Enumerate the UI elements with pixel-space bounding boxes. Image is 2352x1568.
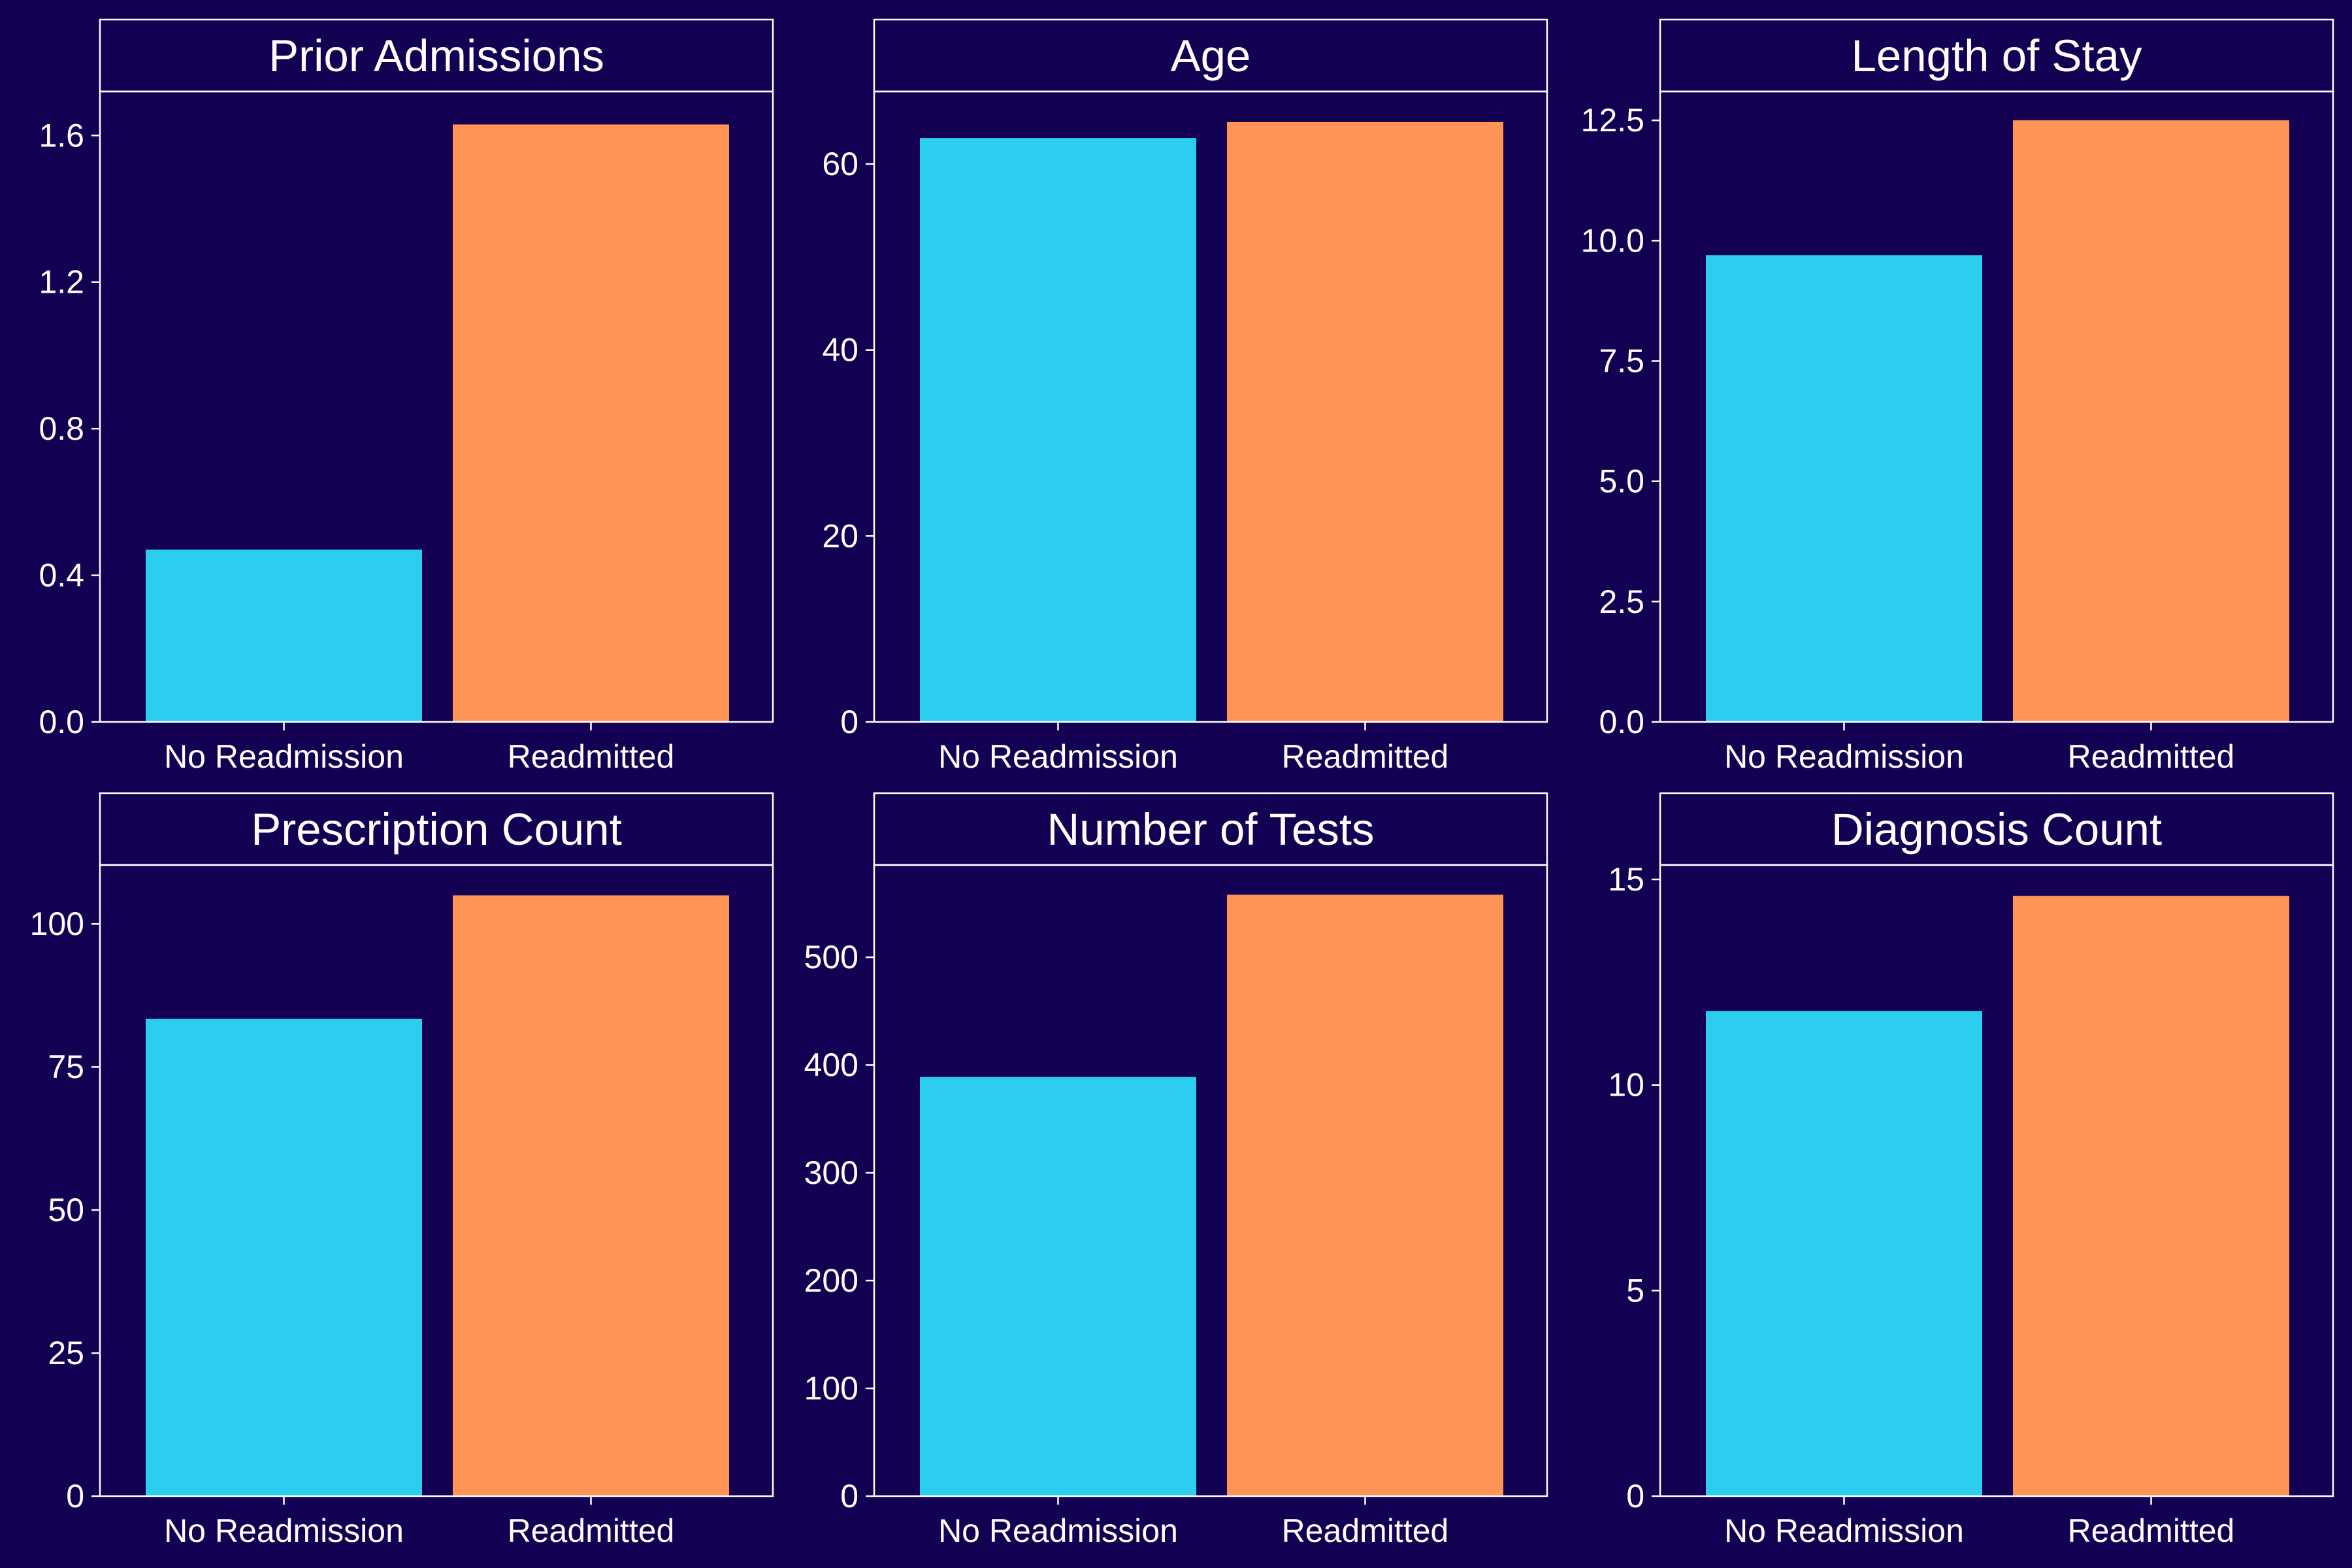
y-tick-label: 60 xyxy=(822,146,858,182)
x-tick-label: Readmitted xyxy=(1282,738,1449,775)
x-tick-label: Readmitted xyxy=(508,738,675,775)
bar-no-readmission xyxy=(146,549,422,722)
y-tick-label: 10.0 xyxy=(1581,222,1644,259)
x-tick-label: No Readmission xyxy=(164,738,404,775)
y-tick-label: 15 xyxy=(1608,861,1644,898)
panel-title-strip xyxy=(99,792,774,866)
bar-no-readmission xyxy=(1706,255,1982,722)
y-tick-label: 1.6 xyxy=(39,117,84,154)
bar-no-readmission xyxy=(920,138,1196,723)
y-tick-label: 400 xyxy=(804,1047,858,1083)
panel-title: Diagnosis Count xyxy=(1831,804,2162,855)
chart-panel: Prior Admissions No Readmission Readmitted… xyxy=(39,18,774,775)
plot-frame xyxy=(99,90,774,723)
y-tick-label: 0 xyxy=(840,704,858,740)
x-tick-label: Readmitted xyxy=(2068,1512,2235,1549)
x-tick-label: Readmitted xyxy=(508,1512,675,1549)
y-tick-label: 0.4 xyxy=(39,557,84,594)
y-tick-label: 100 xyxy=(30,906,84,942)
panel-title-strip xyxy=(873,18,1548,93)
y-tick-label: 0.0 xyxy=(1599,704,1644,740)
panel-title: Prescription Count xyxy=(251,804,622,855)
y-tick-label: 0 xyxy=(840,1478,858,1514)
chart-panel: Diagnosis Count No Readmission Readmitted 0… xyxy=(1608,792,2334,1549)
y-tick-label: 50 xyxy=(48,1192,84,1228)
y-tick-label: 75 xyxy=(48,1049,84,1085)
x-tick-label: Readmitted xyxy=(1282,1512,1449,1549)
y-tick-label: 10 xyxy=(1608,1067,1644,1103)
bar-readmitted xyxy=(2013,896,2289,1496)
y-tick-label: 100 xyxy=(804,1370,858,1407)
y-tick-label: 5 xyxy=(1626,1272,1644,1309)
x-tick-label: No Readmission xyxy=(1724,738,1964,775)
y-tick-label: 7.5 xyxy=(1599,343,1644,380)
y-tick-label: 2.5 xyxy=(1599,583,1644,620)
panel-title: Number of Tests xyxy=(1047,804,1374,855)
x-tick-label: No Readmission xyxy=(938,738,1178,775)
panel-title: Age xyxy=(1171,31,1251,81)
bar-no-readmission xyxy=(1706,1011,1982,1496)
y-tick-label: 0.0 xyxy=(39,704,84,740)
y-tick-label: 5.0 xyxy=(1599,463,1644,500)
y-tick-label: 500 xyxy=(804,939,858,975)
chart-panel: Length of Stay No Readmission Readmitted 0.… xyxy=(1581,18,2334,775)
plot-frame xyxy=(1659,864,2334,1497)
bar-readmitted xyxy=(1227,122,1503,723)
panel-title: Length of Stay xyxy=(1852,31,2142,81)
x-tick-label: Readmitted xyxy=(2068,738,2235,775)
y-tick-label: 20 xyxy=(822,517,858,554)
plot-frame xyxy=(873,90,1548,723)
bar-readmitted xyxy=(453,895,729,1496)
panel-title-strip xyxy=(1659,18,2334,93)
plot-frame xyxy=(1659,90,2334,723)
y-tick-label: 0.8 xyxy=(39,410,84,447)
y-tick-label: 25 xyxy=(48,1335,84,1371)
chart-panel: Number of Tests No Readmission Readmitted 0… xyxy=(804,792,1548,1549)
plot-frame xyxy=(873,864,1548,1497)
y-tick-label: 12.5 xyxy=(1581,102,1644,139)
y-tick-label: 1.2 xyxy=(39,264,84,301)
y-tick-label: 200 xyxy=(804,1262,858,1299)
bar-no-readmission xyxy=(146,1019,422,1496)
bar-readmitted xyxy=(2013,120,2289,722)
y-tick-label: 40 xyxy=(822,332,858,368)
bar-readmitted xyxy=(1227,894,1503,1496)
panel-title-strip xyxy=(1659,792,2334,866)
plot-frame xyxy=(99,864,774,1497)
chart-panel: Age No Readmission Readmitted 0 20 40 60 xyxy=(822,18,1548,775)
x-tick-label: No Readmission xyxy=(938,1512,1178,1549)
panel-title-strip xyxy=(99,18,774,93)
bar-no-readmission xyxy=(920,1077,1196,1496)
panel-title-strip xyxy=(873,792,1548,866)
bar-readmitted xyxy=(453,124,729,722)
y-tick-label: 0 xyxy=(1626,1478,1644,1514)
chart-panel: Prescription Count No Readmission Readmitt… xyxy=(30,792,774,1549)
y-tick-label: 300 xyxy=(804,1154,858,1191)
x-tick-label: No Readmission xyxy=(164,1512,404,1549)
x-tick-label: No Readmission xyxy=(1724,1512,1964,1549)
y-tick-label: 0 xyxy=(66,1478,84,1514)
panel-title: Prior Admissions xyxy=(269,31,604,81)
